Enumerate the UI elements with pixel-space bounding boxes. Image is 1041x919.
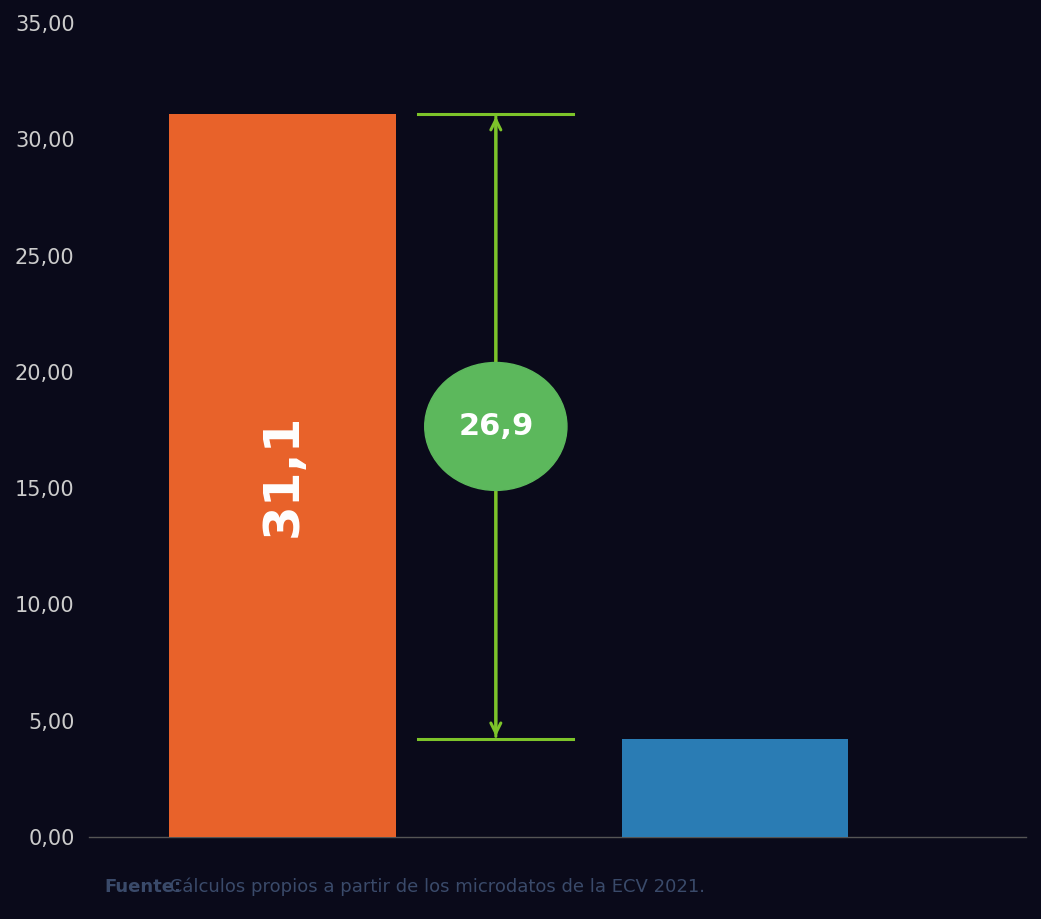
Ellipse shape	[425, 362, 567, 491]
Text: Fuente:: Fuente:	[104, 878, 181, 896]
Text: 4,2: 4,2	[720, 761, 750, 815]
Text: 31,1: 31,1	[258, 414, 306, 537]
Text: Cálculos propios a partir de los microdatos de la ECV 2021.: Cálculos propios a partir de los microda…	[164, 878, 706, 896]
Text: 26,9: 26,9	[458, 412, 534, 441]
Bar	[621, 739, 848, 837]
Bar	[170, 114, 396, 837]
